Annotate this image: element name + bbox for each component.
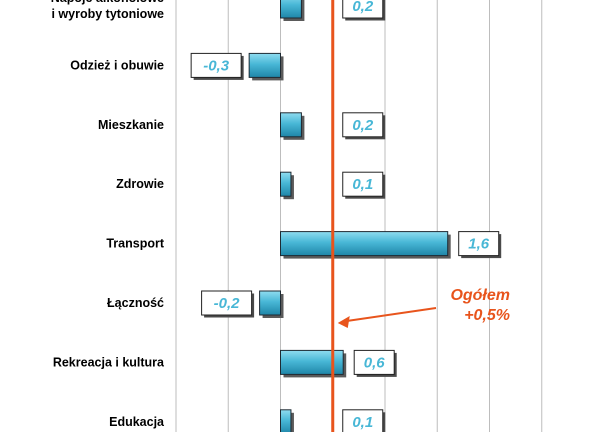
- bars: [248, 0, 451, 432]
- value-label-box: [201, 290, 253, 316]
- value-label: -0,3: [203, 57, 230, 74]
- value-label-box: [342, 112, 384, 138]
- reference-value-label: +0,5%: [464, 307, 510, 324]
- value-label-box: [342, 0, 384, 19]
- reference-line-group: Ogółem +0,5%: [331, 0, 510, 432]
- reference-arrow-shaft: [346, 307, 437, 322]
- category-label: Łączność: [107, 296, 164, 310]
- bar: [280, 0, 302, 19]
- category-label: Mieszkanie: [98, 118, 164, 132]
- value-label: 0,1: [352, 414, 373, 431]
- value-label: 0,2: [352, 0, 374, 15]
- value-label-box: [190, 52, 242, 78]
- value-label-box: [342, 409, 384, 432]
- value-label-box: [342, 171, 384, 197]
- reference-label: Ogółem: [450, 287, 510, 304]
- value-label: -0,2: [214, 295, 241, 312]
- value-label-box: [458, 231, 500, 257]
- value-label: 0,2: [352, 117, 374, 134]
- bar: [280, 171, 292, 197]
- category-label: Rekreacja i kultura: [53, 355, 165, 369]
- category-label: Odzież i obuwie: [70, 58, 164, 72]
- value-label: 1,6: [468, 236, 490, 253]
- bar: [280, 112, 302, 138]
- bar: [280, 409, 292, 432]
- category-label: Edukacja: [109, 415, 165, 429]
- category-labels: Napoje alkoholowei wyroby tytoniowe Odzie…: [51, 0, 165, 429]
- bar: [248, 52, 281, 78]
- reference-arrow-head: [337, 316, 350, 328]
- value-label: 0,1: [352, 176, 373, 193]
- category-label: Napoje alkoholowei wyroby tytoniowe: [51, 0, 164, 21]
- bar: [280, 231, 449, 257]
- category-label: Transport: [106, 237, 164, 251]
- value-label: 0,6: [364, 354, 386, 371]
- value-labels: 0,2 -0,3 0,2 0,1 1,6 -0,2 0,6 0,1: [190, 0, 502, 432]
- bar: [259, 290, 282, 316]
- category-label: Zdrowie: [116, 177, 164, 191]
- value-label-box: [353, 349, 395, 375]
